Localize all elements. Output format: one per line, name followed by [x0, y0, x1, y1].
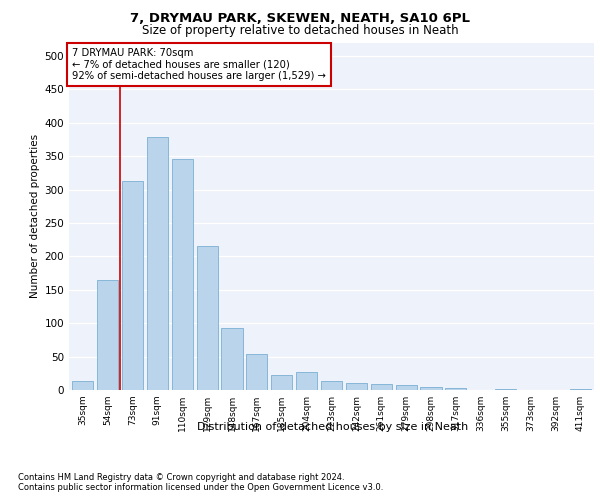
Text: 7, DRYMAU PARK, SKEWEN, NEATH, SA10 6PL: 7, DRYMAU PARK, SKEWEN, NEATH, SA10 6PL: [130, 12, 470, 24]
Text: Distribution of detached houses by size in Neath: Distribution of detached houses by size …: [197, 422, 469, 432]
Y-axis label: Number of detached properties: Number of detached properties: [30, 134, 40, 298]
Bar: [122, 181, 143, 390]
Text: 7 DRYMAU PARK: 70sqm
← 7% of detached houses are smaller (120)
92% of semi-detac: 7 DRYMAU PARK: 70sqm ← 7% of detached ho…: [71, 48, 325, 81]
Bar: [172, 160, 193, 390]
Bar: [271, 376, 292, 390]
Bar: [221, 328, 242, 390]
Bar: [246, 354, 268, 390]
Bar: [197, 246, 218, 390]
Bar: [97, 280, 118, 390]
Bar: [346, 384, 367, 390]
Bar: [445, 388, 466, 390]
Bar: [421, 386, 442, 390]
Text: Contains public sector information licensed under the Open Government Licence v3: Contains public sector information licen…: [18, 484, 383, 492]
Bar: [72, 382, 93, 390]
Bar: [321, 380, 342, 390]
Bar: [147, 138, 168, 390]
Bar: [570, 388, 591, 390]
Bar: [371, 384, 392, 390]
Text: Size of property relative to detached houses in Neath: Size of property relative to detached ho…: [142, 24, 458, 37]
Bar: [296, 372, 317, 390]
Text: Contains HM Land Registry data © Crown copyright and database right 2024.: Contains HM Land Registry data © Crown c…: [18, 472, 344, 482]
Bar: [395, 386, 417, 390]
